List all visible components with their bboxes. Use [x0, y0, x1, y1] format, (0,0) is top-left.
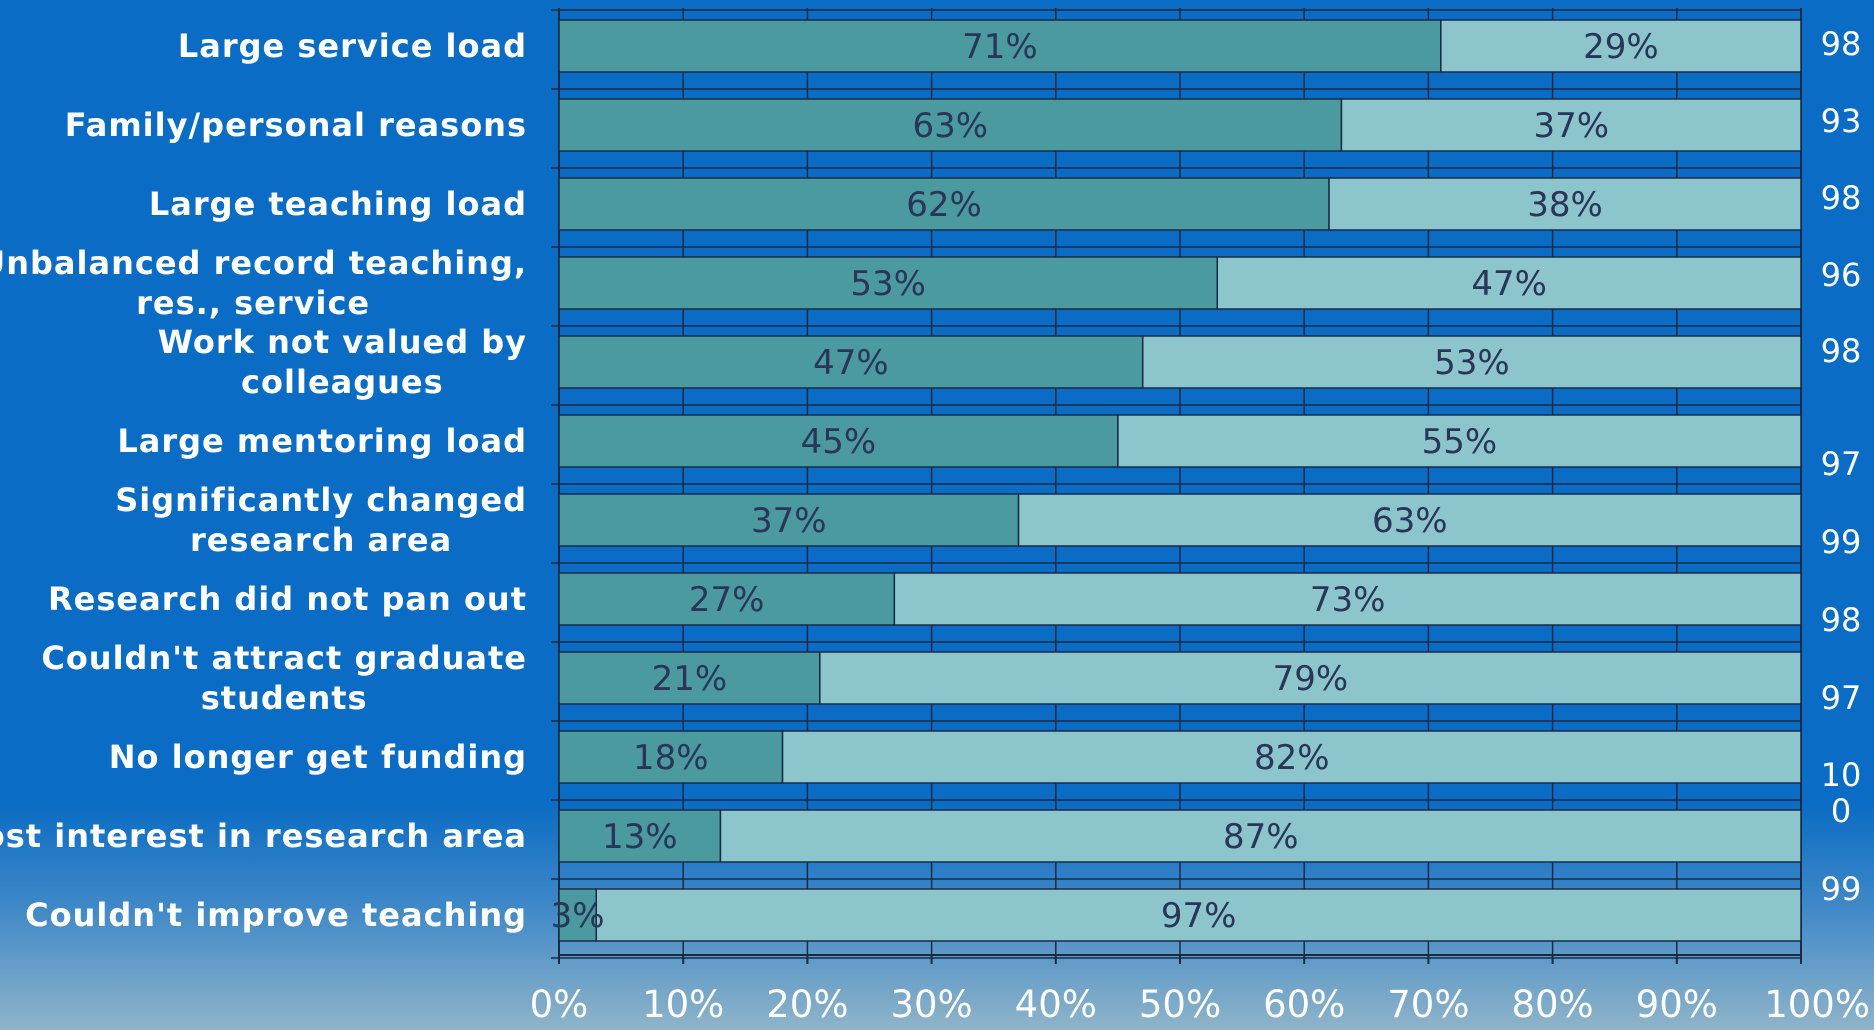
segment-label: 37% — [751, 501, 827, 541]
segment-label: 73% — [1310, 580, 1386, 620]
category-label: students — [201, 679, 368, 717]
segment-label: 47% — [1471, 264, 1547, 304]
x-tick-label: 50% — [1139, 983, 1221, 1026]
grid-lines — [551, 8, 1802, 959]
response-count-label: 93 — [1821, 102, 1862, 140]
bar-segment — [781, 730, 1802, 784]
segment-label: 53% — [1434, 343, 1510, 383]
bar-segment — [558, 651, 821, 705]
bar-segment — [719, 809, 1802, 863]
category-label: research area — [190, 521, 452, 559]
segment-label: 3% — [551, 896, 605, 936]
segment-label: 29% — [1583, 27, 1659, 67]
segment-labels: 71% 29% 63% 37% 62% 38% 53% 47% 47% 53% 45% 55% 37% 6… — [551, 27, 1659, 936]
category-label: colleagues — [241, 363, 444, 401]
bar-segment — [558, 888, 598, 942]
bar-segment — [1017, 493, 1802, 547]
category-label: Research did not pan out — [48, 580, 527, 618]
segment-label: 79% — [1273, 659, 1349, 699]
x-tick-label: 40% — [1015, 983, 1097, 1026]
segment-label: 38% — [1527, 185, 1603, 225]
response-count-label: 98 — [1821, 25, 1862, 63]
segment-label: 53% — [850, 264, 926, 304]
bar-segment — [558, 730, 784, 784]
segment-label: 47% — [813, 343, 889, 383]
bar-segment — [1328, 177, 1802, 231]
response-count-label: 98 — [1821, 332, 1862, 370]
category-label: Family/personal reasons — [65, 106, 527, 144]
response-count-label: 97 — [1821, 679, 1862, 717]
response-count-label: 98 — [1821, 179, 1862, 217]
category-label: Unbalanced record teaching, — [0, 244, 527, 282]
bar-segment — [1141, 335, 1802, 389]
segment-label: 45% — [801, 422, 877, 462]
x-tick-label: 0% — [530, 983, 589, 1026]
segment-label: 62% — [906, 185, 982, 225]
response-count-label: 0 — [1831, 792, 1851, 830]
bars — [558, 19, 1802, 942]
response-count-label: 99 — [1821, 523, 1862, 561]
x-tick-label: 30% — [890, 983, 972, 1026]
category-label: Work not valued by — [158, 323, 527, 361]
segment-label: 97% — [1161, 896, 1237, 936]
segment-label: 63% — [1372, 501, 1448, 541]
category-label: Significantly changed — [115, 481, 527, 519]
response-count-label: 96 — [1821, 256, 1862, 294]
x-tick-label: 10% — [642, 983, 724, 1026]
segment-label: 18% — [633, 738, 709, 778]
category-label: Large mentoring load — [117, 422, 527, 460]
category-label: Couldn't attract graduate — [41, 639, 527, 677]
x-tick-label: 20% — [766, 983, 848, 1026]
bar-segment — [819, 651, 1802, 705]
bar-segment — [558, 256, 1219, 310]
bar-segment — [558, 98, 1343, 152]
bar-segment — [893, 572, 1802, 626]
segment-label: 71% — [962, 27, 1038, 67]
bar-segment — [558, 572, 896, 626]
category-label: res., service — [136, 284, 370, 322]
x-tick-label: 60% — [1263, 983, 1345, 1026]
response-count-label: 98 — [1821, 601, 1862, 639]
bar-segment — [1440, 19, 1802, 73]
bar-segment — [1340, 98, 1802, 152]
bar-segment — [558, 809, 722, 863]
x-axis: 0% 10% 20% 30% 40% 50% 60% 70% 80% 90% 100% — [530, 954, 1870, 1026]
category-label: Large teaching load — [149, 185, 527, 223]
category-label: Large service load — [178, 27, 527, 65]
bar-segment — [1216, 256, 1802, 310]
response-count-label: 99 — [1821, 870, 1862, 908]
segment-label: 63% — [912, 106, 988, 146]
x-tick-label: 70% — [1387, 983, 1469, 1026]
segment-label: 27% — [689, 580, 765, 620]
segment-label: 21% — [652, 659, 728, 699]
bar-segment — [558, 493, 1020, 547]
x-tick-label: 100% — [1764, 983, 1870, 1026]
segment-label: 55% — [1422, 422, 1498, 462]
bar-segment — [558, 177, 1330, 231]
category-label: Couldn't improve teaching — [25, 896, 527, 934]
category-label: Lost interest in research area — [0, 817, 527, 855]
bar-segment — [558, 335, 1144, 389]
segment-label: 82% — [1254, 738, 1330, 778]
x-tick-label: 80% — [1511, 983, 1593, 1026]
category-label: No longer get funding — [109, 738, 527, 776]
bar-segment — [1117, 414, 1802, 468]
segment-label: 87% — [1223, 817, 1299, 857]
response-count-label: 10 — [1821, 756, 1862, 794]
bar-segment — [558, 414, 1119, 468]
segment-label: 13% — [602, 817, 678, 857]
x-tick-label: 90% — [1636, 983, 1718, 1026]
segment-label: 37% — [1533, 106, 1609, 146]
bar-segment — [595, 888, 1802, 942]
response-count-labels: 98 93 98 96 98 97 99 98 97 100 99 — [1821, 25, 1862, 908]
category-labels: Large service load Family/personal reason… — [0, 27, 527, 934]
bar-segment — [558, 19, 1442, 73]
response-count-label: 97 — [1821, 445, 1862, 483]
